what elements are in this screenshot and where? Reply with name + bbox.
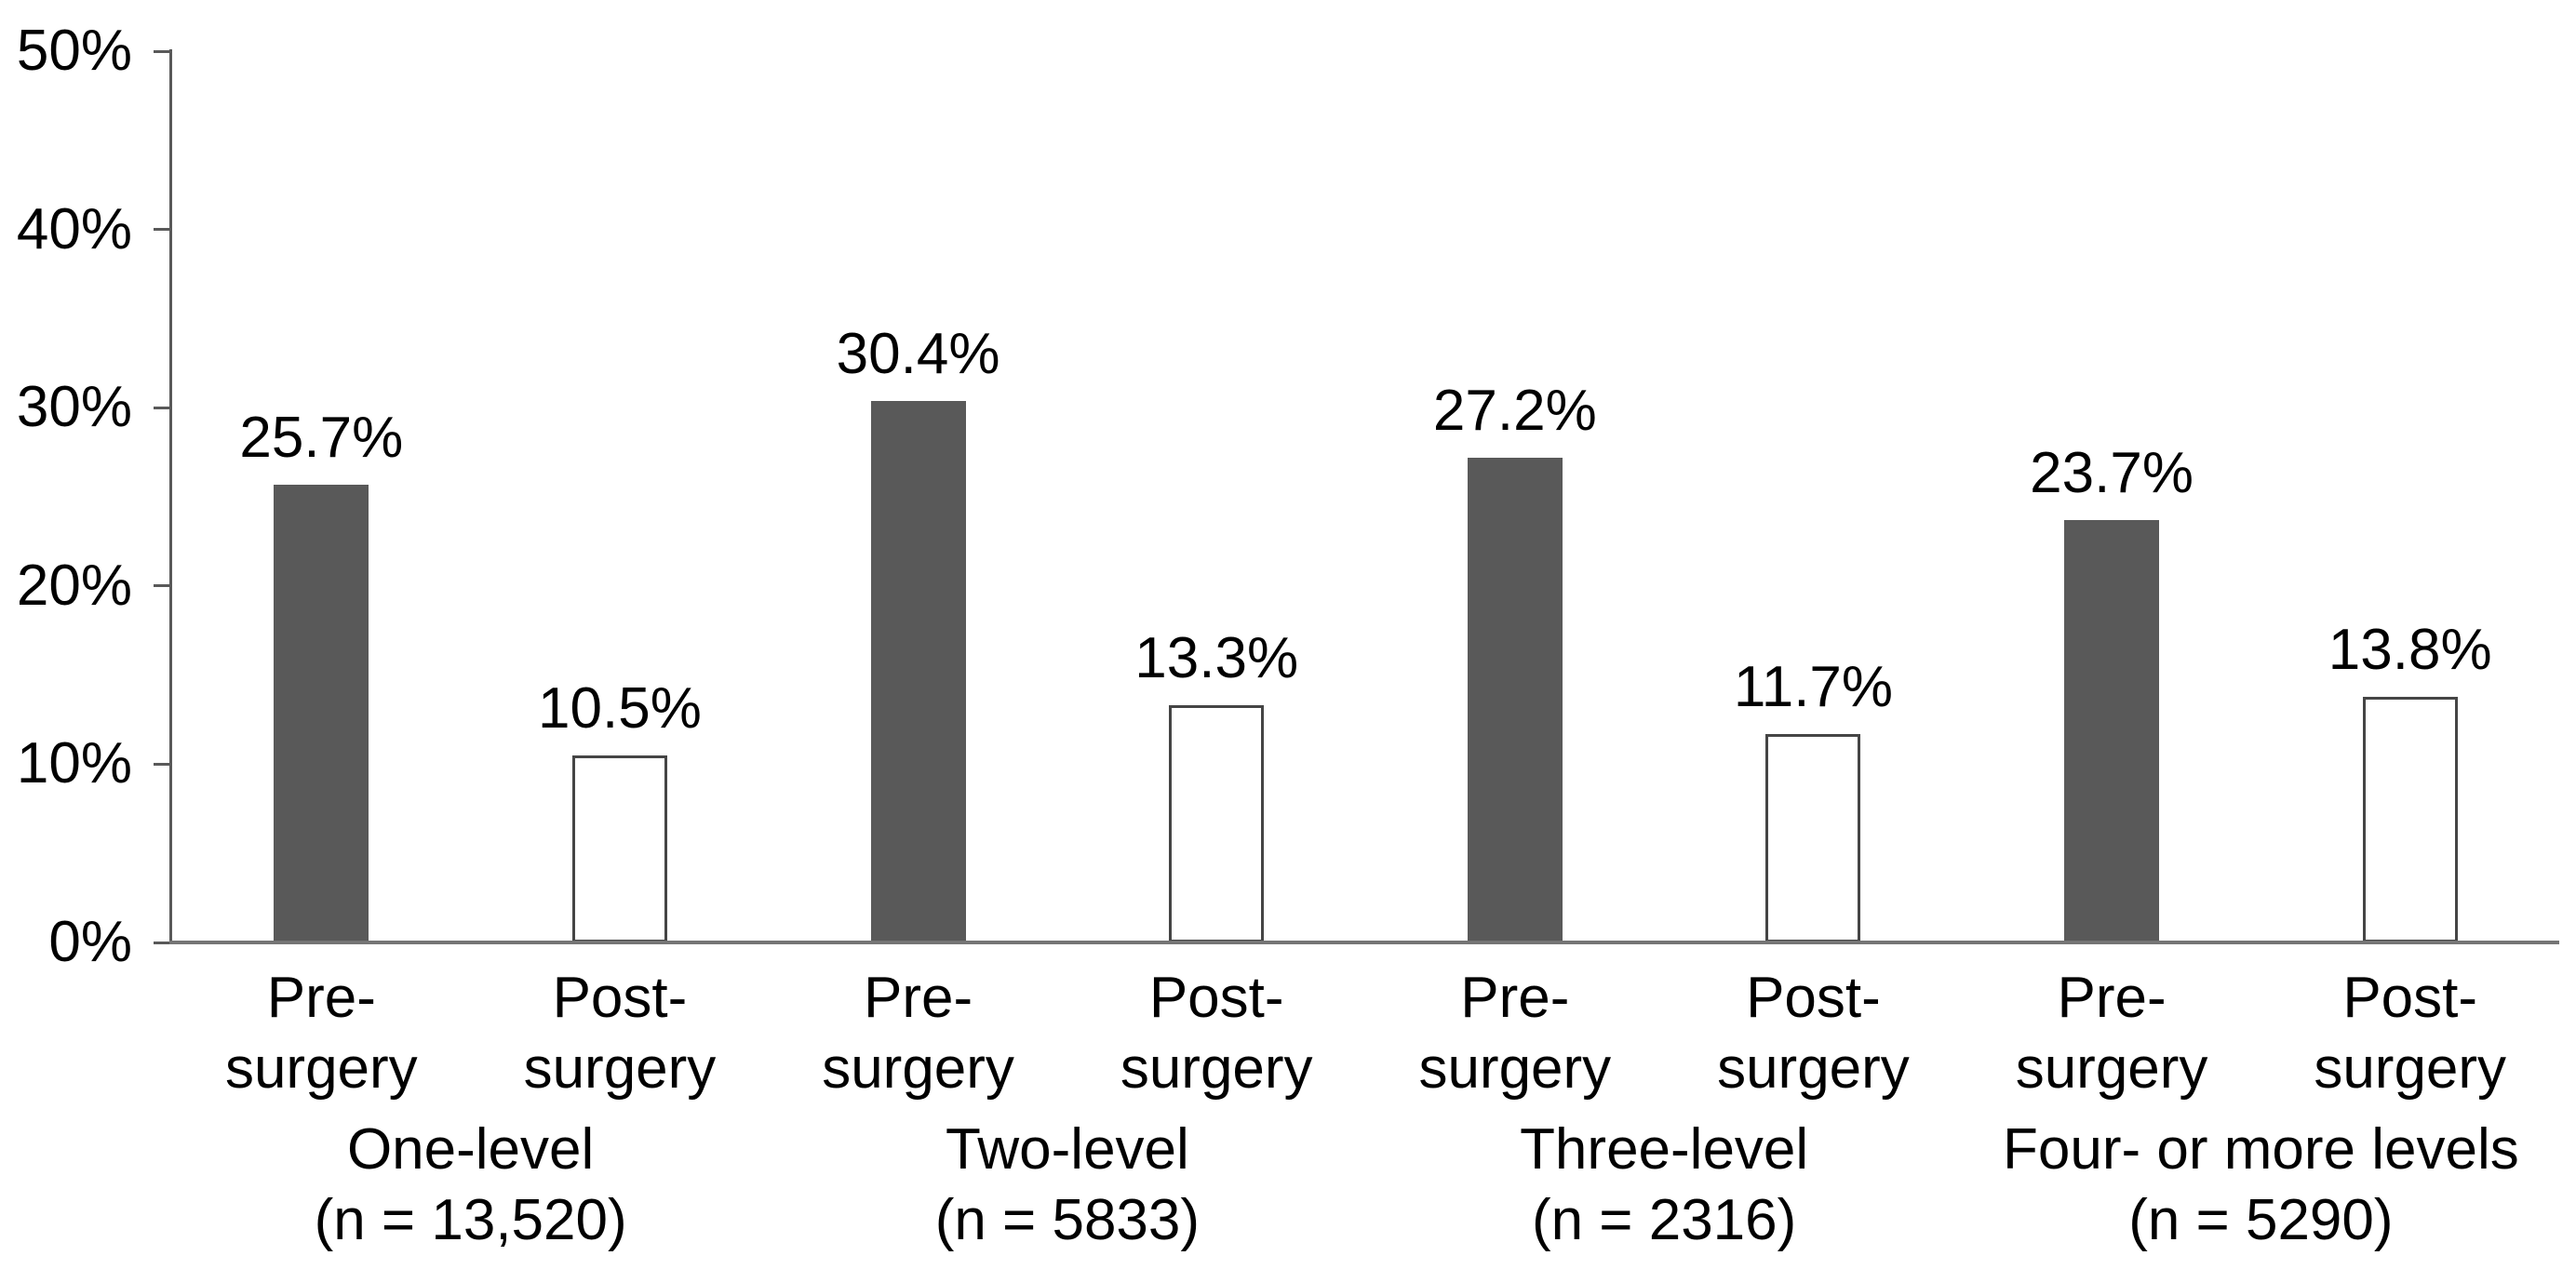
bar-tick-label-line1: Pre- [2057,966,2167,1030]
bar-post-surgery [1169,705,1265,942]
bar-value-label: 13.3% [1134,626,1299,691]
bar-tick-label-line1: Pre- [1460,966,1570,1030]
bar-value-label: 25.7% [239,405,404,470]
y-tick-label: 20% [16,553,132,618]
bar-pre-surgery [870,400,966,942]
group-label-line1: Two-level [945,1117,1189,1182]
bar-tick-label-line1: Post- [1746,966,1881,1030]
bar-value-label: 11.7% [1733,654,1894,719]
bar-value-label: 13.8% [2328,617,2492,682]
bar-value-label: 10.5% [538,675,702,741]
bar-tick-label-line1: Post- [1148,966,1284,1030]
y-tick-label: 0% [48,910,132,974]
bar-tick-label-line2: surgery [2314,1036,2507,1101]
bar-post-surgery [1765,733,1861,942]
bar-tick-label-line2: surgery [1120,1036,1313,1101]
y-tick-label: 10% [16,731,132,796]
bar-tick-label-line1: Post- [552,966,688,1030]
y-tick-mark [154,228,172,232]
bar-value-label: 30.4% [836,321,1000,386]
group-label-line2: (n = 13,520) [314,1188,627,1252]
bar-tick-label-line2: surgery [224,1036,418,1101]
y-tick-label: 50% [16,19,132,83]
group-label-line1: Four- or more levels [2003,1117,2519,1182]
bar-tick-label-line1: Pre- [266,966,376,1030]
bar-tick-label-line2: surgery [523,1036,717,1101]
y-tick-mark [154,762,172,766]
y-tick-label: 30% [16,375,132,440]
y-tick-mark [154,406,172,409]
bar-value-label: 27.2% [1432,378,1597,443]
group-label-line2: (n = 5833) [934,1188,1201,1252]
bar-tick-label-line2: surgery [2015,1036,2208,1101]
bar-post-surgery [571,755,667,942]
x-axis-line [169,941,2559,944]
group-label-line2: (n = 2316) [1531,1188,1797,1252]
bar-pre-surgery [2064,519,2160,942]
group-label-line1: Three-level [1520,1117,1809,1182]
group-label-line2: (n = 5290) [2128,1188,2394,1252]
bar-tick-label-line2: surgery [1418,1036,1612,1101]
y-tick-label: 40% [16,196,132,261]
y-axis-line [169,49,172,942]
bar-tick-label-line1: Pre- [863,966,973,1030]
bar-post-surgery [2362,696,2458,942]
bar-tick-label-line2: surgery [822,1036,1014,1101]
bar-tick-label-line1: Post- [2342,966,2478,1030]
bar-tick-label-line2: surgery [1717,1036,1910,1101]
y-tick-mark [154,584,172,588]
bar-value-label: 23.7% [2030,440,2194,505]
bar-pre-surgery [274,484,369,942]
group-label-line1: One-level [346,1117,595,1182]
bar-pre-surgery [1467,457,1563,942]
y-tick-mark [154,49,172,53]
y-tick-mark [154,941,172,944]
